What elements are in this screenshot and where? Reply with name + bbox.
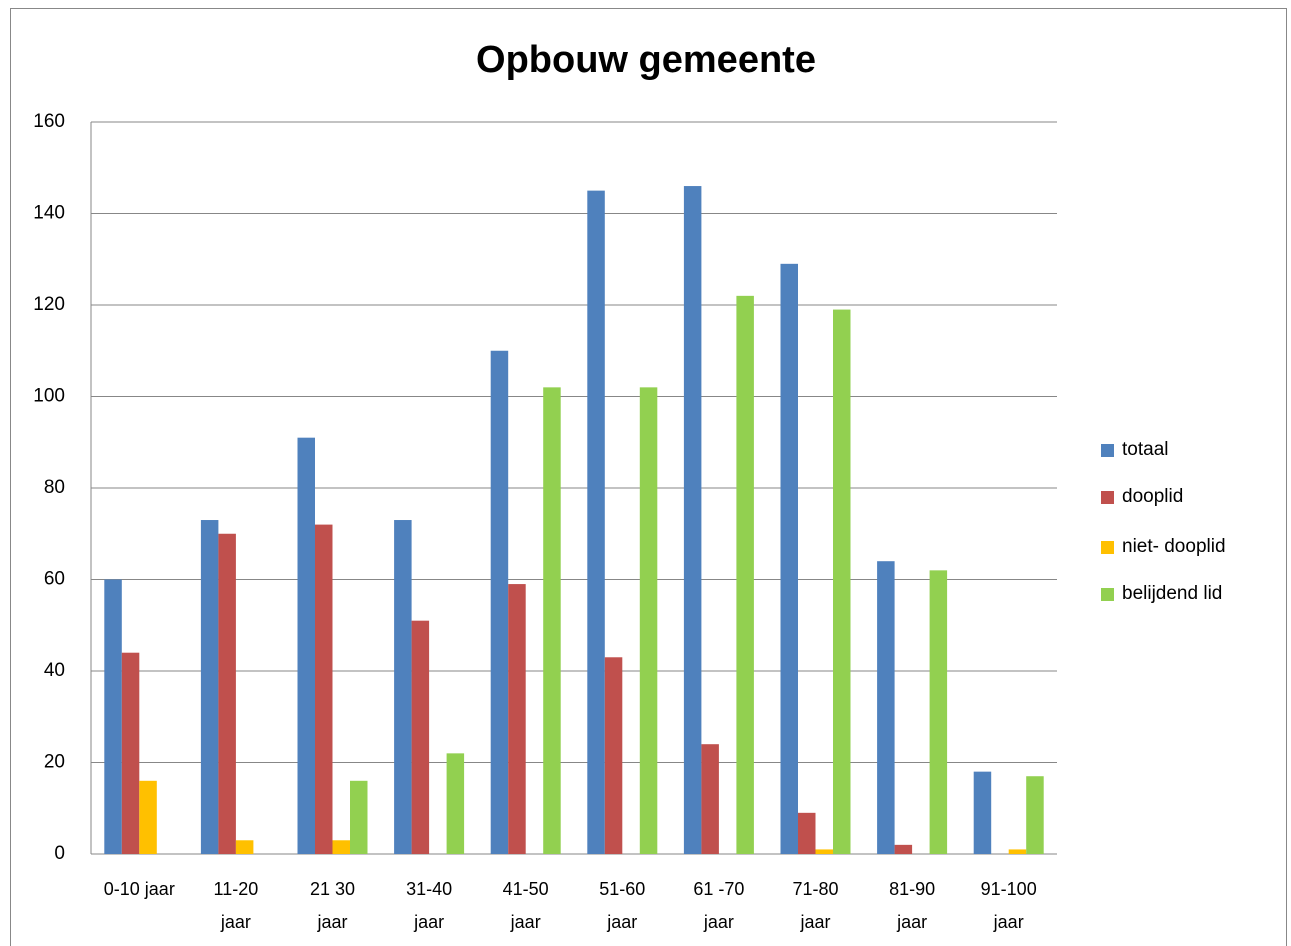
bar: [701, 744, 719, 854]
y-tick-label: 160: [33, 111, 65, 132]
y-tick-label: 140: [33, 203, 65, 224]
bar: [833, 309, 851, 854]
legend-swatch: [1101, 588, 1114, 601]
bar: [736, 295, 754, 855]
bar: [315, 524, 333, 854]
bar: [139, 780, 157, 854]
bar: [929, 570, 948, 854]
bar: [780, 263, 798, 854]
bar: [104, 579, 122, 854]
bar: [490, 350, 509, 854]
x-tick-label: 61 -70 jaar: [693, 879, 745, 932]
legend-swatch: [1101, 541, 1114, 554]
y-tick-label: 120: [33, 294, 65, 315]
bar: [798, 812, 816, 854]
y-tick-label: 40: [44, 660, 65, 681]
bar: [1026, 776, 1044, 854]
bar: [815, 849, 833, 854]
bar: [218, 533, 236, 854]
x-tick-label: 51-60 jaar: [599, 879, 646, 932]
bar: [683, 186, 702, 855]
bar: [894, 844, 913, 854]
y-tick-label: 20: [44, 752, 65, 773]
bar: [297, 437, 315, 854]
bar: [121, 652, 140, 854]
x-tick-label: 81-90 jaar: [889, 879, 936, 932]
bar: [200, 520, 219, 854]
y-tick-label: 0: [54, 843, 65, 864]
y-tick-label: 80: [44, 477, 65, 498]
x-tick-label: 21 30 jaar: [309, 879, 356, 932]
x-tick-label: 41-50 jaar: [502, 879, 549, 932]
bar: [235, 840, 254, 854]
x-tick-label: 71-80 jaar: [792, 879, 839, 932]
bar: [639, 387, 658, 854]
bar: [1008, 849, 1027, 854]
legend-label: totaal: [1122, 439, 1168, 460]
bar: [877, 561, 895, 854]
bar: [446, 753, 465, 854]
bar: [332, 840, 350, 854]
x-tick-label: 91-100 jaar: [980, 879, 1037, 932]
bar: [587, 190, 605, 854]
x-tick-label: 11-20 jaar: [213, 879, 259, 932]
bar: [411, 620, 430, 854]
legend-label: belijdend lid: [1122, 583, 1222, 604]
bar: [350, 780, 368, 854]
bar: [604, 657, 623, 854]
y-tick-label: 100: [33, 386, 65, 407]
x-tick-label: 0-10 jaar: [103, 879, 175, 899]
bar: [543, 387, 561, 854]
legend-label: niet- dooplid: [1122, 536, 1226, 557]
bar: [973, 771, 992, 854]
bar: [508, 584, 526, 854]
chart-title: Opbouw gemeente: [476, 39, 816, 81]
bar: [394, 520, 412, 854]
legend-swatch: [1101, 491, 1114, 504]
legend-label: dooplid: [1122, 486, 1183, 507]
x-tick-label: 31-40 jaar: [406, 879, 453, 932]
legend-swatch: [1101, 444, 1114, 457]
y-tick-label: 60: [44, 569, 65, 590]
